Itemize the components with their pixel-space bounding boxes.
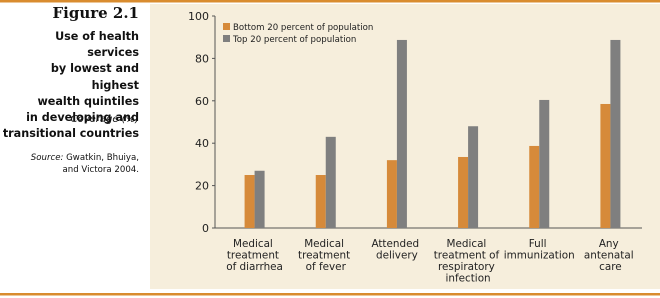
bar — [610, 39, 621, 229]
legend-label: Top 20 percent of population — [232, 35, 356, 45]
bar — [458, 156, 469, 228]
bar — [529, 145, 540, 228]
bar — [468, 126, 479, 228]
source: Source: Gwatkin, Bhuiya, and Victora 200… — [0, 152, 139, 176]
x-tick-label: Medical treatment of respiratory infecti… — [434, 238, 503, 285]
x-tick-label: Attended delivery — [371, 238, 422, 262]
top-rule — [0, 0, 660, 3]
bar — [539, 99, 550, 229]
y-tick-label: 60 — [195, 95, 209, 108]
legend-swatch — [223, 23, 230, 30]
source-text: Gwatkin, Bhuiya, and Victora 2004. — [62, 153, 139, 175]
y-tick-label: 100 — [188, 10, 209, 23]
bar — [315, 175, 326, 228]
y-tick-label: 80 — [195, 52, 209, 65]
legend-label: Bottom 20 percent of population — [233, 23, 373, 33]
bar — [600, 103, 611, 228]
y-tick-label: 0 — [202, 222, 209, 235]
bar — [254, 170, 265, 228]
bar — [386, 160, 397, 228]
y-tick-label: 20 — [195, 180, 209, 193]
bar — [396, 39, 407, 229]
legend-swatch — [223, 35, 230, 42]
figure-label: Figure 2.1 — [52, 4, 139, 22]
bar — [325, 136, 336, 228]
x-tick-label: Medical treatment of fever — [298, 238, 353, 273]
source-label: Source: — [30, 153, 64, 163]
chart-title: Use of health services by lowest and hig… — [2, 30, 139, 141]
subtitle: Coverage (%) — [70, 114, 139, 125]
bar — [244, 175, 255, 228]
x-tick-label: Medical treatment of diarrhea — [226, 238, 283, 273]
y-tick-label: 40 — [195, 137, 209, 150]
bottom-rule — [0, 293, 660, 296]
x-tick-label: Full immunization — [504, 238, 575, 262]
x-tick-label: Any antenatal care — [584, 238, 637, 273]
